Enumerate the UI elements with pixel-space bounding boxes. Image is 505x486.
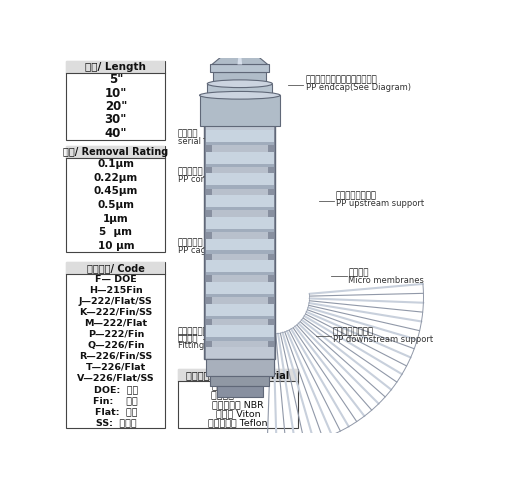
- Bar: [206, 282, 274, 294]
- Text: 20": 20": [105, 100, 127, 113]
- Bar: [211, 376, 269, 386]
- Bar: [206, 207, 274, 210]
- Text: 40": 40": [105, 127, 127, 140]
- Text: 插口（见图例: 插口（见图例: [178, 327, 209, 336]
- Text: 聚丙烯端盖（见图例，供选择）: 聚丙烯端盖（见图例，供选择）: [306, 75, 377, 85]
- Text: 硅胶 Silicone: 硅胶 Silicone: [212, 381, 264, 390]
- Bar: [211, 65, 269, 72]
- Text: PP downstream support: PP downstream support: [333, 335, 433, 344]
- Text: K—222/Fin/SS: K—222/Fin/SS: [79, 308, 153, 317]
- Bar: [214, 72, 266, 84]
- Text: Flat:  平密: Flat: 平密: [94, 407, 137, 416]
- Bar: [207, 84, 272, 98]
- Bar: [178, 369, 298, 428]
- Bar: [206, 250, 274, 254]
- Text: Fin:    翅片: Fin: 翅片: [93, 396, 138, 405]
- Text: 0.45μm: 0.45μm: [93, 187, 138, 196]
- Text: 30": 30": [105, 113, 127, 126]
- Ellipse shape: [207, 80, 272, 87]
- Text: Fitting(See Diagram): Fitting(See Diagram): [178, 341, 265, 350]
- Text: 接口方式/ Code: 接口方式/ Code: [87, 263, 145, 273]
- Bar: [206, 337, 274, 341]
- Bar: [66, 262, 166, 274]
- Text: 1μm: 1μm: [103, 213, 129, 224]
- Bar: [206, 185, 274, 189]
- Bar: [66, 146, 166, 157]
- Text: PP upstream support: PP upstream support: [336, 199, 424, 208]
- Bar: [66, 146, 166, 252]
- Text: 腈基丁二烯 NBR: 腈基丁二烯 NBR: [212, 400, 264, 409]
- Bar: [199, 95, 280, 126]
- Text: 0.1μm: 0.1μm: [97, 159, 134, 170]
- Text: J—222/Flat/SS: J—222/Flat/SS: [79, 297, 153, 306]
- Text: 聚丙烯上游支撑层: 聚丙烯上游支撑层: [336, 191, 377, 200]
- Bar: [206, 304, 274, 315]
- Bar: [206, 315, 274, 319]
- Text: PP cage: PP cage: [178, 246, 211, 255]
- Text: 微孔滤膜: 微孔滤膜: [348, 268, 369, 277]
- Bar: [178, 369, 298, 381]
- Bar: [206, 174, 274, 185]
- Text: 聚丙烯外壳: 聚丙烯外壳: [178, 239, 204, 248]
- Bar: [206, 164, 274, 167]
- Text: Micro membranes: Micro membranes: [348, 276, 424, 285]
- Text: V—226/Flat/SS: V—226/Flat/SS: [77, 374, 155, 383]
- Text: 0.5μm: 0.5μm: [97, 200, 134, 210]
- Text: 氟橡胶 Viton: 氟橡胶 Viton: [216, 409, 260, 418]
- Bar: [206, 152, 274, 164]
- Polygon shape: [212, 41, 268, 65]
- Text: 10 μm: 10 μm: [97, 241, 134, 251]
- Bar: [206, 195, 274, 207]
- Text: Q—226/Fin: Q—226/Fin: [87, 341, 144, 350]
- Bar: [206, 325, 274, 337]
- Text: H—215Fin: H—215Fin: [89, 286, 143, 295]
- Bar: [66, 61, 166, 140]
- Text: 供选择）: 供选择）: [178, 334, 198, 343]
- Bar: [206, 272, 274, 276]
- Bar: [206, 347, 274, 359]
- Text: PP endcap(See Diagram): PP endcap(See Diagram): [306, 83, 411, 92]
- Bar: [268, 95, 275, 359]
- Text: PP core: PP core: [178, 175, 209, 185]
- Text: DOE:  平口: DOE: 平口: [94, 385, 138, 394]
- Bar: [206, 217, 274, 229]
- Bar: [204, 95, 212, 359]
- Text: R—226/Fin/SS: R—226/Fin/SS: [79, 352, 153, 361]
- Text: 5  μm: 5 μm: [99, 227, 132, 237]
- Text: 精度/ Removal Rating: 精度/ Removal Rating: [63, 147, 169, 157]
- Bar: [206, 359, 274, 376]
- Bar: [206, 229, 274, 232]
- Ellipse shape: [199, 91, 280, 99]
- Text: F— DOE: F— DOE: [95, 275, 137, 284]
- Text: 聚四氟乙烯 Teflon: 聚四氟乙烯 Teflon: [208, 419, 268, 428]
- Bar: [204, 95, 275, 359]
- Text: M—222/Flat: M—222/Flat: [84, 319, 147, 328]
- Text: 垫片材质/ Seal Material: 垫片材质/ Seal Material: [186, 370, 289, 380]
- Text: 10": 10": [105, 87, 127, 100]
- Text: P—222/Fin: P—222/Fin: [88, 330, 144, 339]
- Text: serial number: serial number: [178, 137, 236, 146]
- Text: 0.22μm: 0.22μm: [94, 173, 138, 183]
- Text: 产品编号: 产品编号: [178, 129, 198, 139]
- Bar: [212, 95, 268, 359]
- Bar: [206, 130, 274, 142]
- Polygon shape: [237, 41, 242, 65]
- Bar: [206, 239, 274, 250]
- Bar: [206, 294, 274, 297]
- Bar: [206, 260, 274, 272]
- Text: 长度/ Length: 长度/ Length: [85, 62, 146, 72]
- Text: 5": 5": [109, 73, 123, 86]
- Bar: [206, 95, 274, 130]
- Text: 聚丙烯下游支撑层: 聚丙烯下游支撑层: [333, 327, 374, 336]
- Text: 三元乙丙 EPDM: 三元乙丙 EPDM: [212, 391, 265, 399]
- Bar: [206, 142, 274, 145]
- Bar: [66, 262, 166, 428]
- Text: 聚丙烯芯柱: 聚丙烯芯柱: [178, 168, 204, 177]
- Bar: [66, 61, 166, 73]
- Text: SS:  不锈钢: SS: 不锈钢: [95, 418, 136, 427]
- Bar: [217, 386, 263, 397]
- Text: T—226/Flat: T—226/Flat: [86, 363, 146, 372]
